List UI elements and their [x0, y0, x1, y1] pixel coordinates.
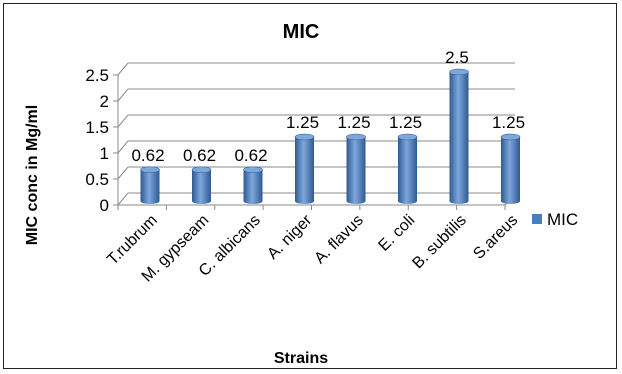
- bar-body: [192, 169, 211, 204]
- bar-body: [501, 137, 520, 204]
- data-label: 1.25: [492, 113, 525, 132]
- x-axis-title: Strains: [274, 350, 328, 367]
- bar-top: [346, 133, 366, 141]
- bar-top: [449, 68, 469, 76]
- bar-body: [346, 137, 366, 204]
- data-label: 0.62: [234, 146, 267, 165]
- category-label: E. coli: [375, 212, 418, 255]
- category-label: B. subtilis: [409, 212, 469, 272]
- bar-top: [500, 133, 521, 141]
- gridline-diag: [117, 114, 129, 128]
- bar: [140, 166, 160, 204]
- data-label: 1.25: [389, 113, 422, 132]
- bar: [397, 133, 418, 204]
- y-tick-label: 0.5: [85, 170, 109, 189]
- category-label: A. niger: [264, 211, 315, 262]
- y-tick-label: 2: [100, 92, 109, 111]
- bar-body: [449, 72, 469, 204]
- data-label: 1.25: [286, 113, 319, 132]
- bar-top: [140, 166, 160, 174]
- data-label: 2.5: [445, 48, 469, 67]
- bar: [500, 133, 521, 204]
- data-labels: 0.62 0.62 0.62 1.25 1.25 1.25 2.5 1.25: [131, 48, 525, 165]
- gridline-diag: [117, 166, 129, 180]
- bar-body: [243, 169, 263, 204]
- category-label: A. flavus: [311, 212, 366, 267]
- bar-top: [191, 166, 212, 174]
- data-label: 0.62: [131, 146, 164, 165]
- chart-title: MIC: [283, 21, 320, 43]
- bar-top: [294, 133, 315, 141]
- gridline-diag: [117, 192, 129, 206]
- y-tick-label: 1.5: [85, 118, 109, 137]
- bar-body: [140, 169, 160, 204]
- bar-body: [398, 137, 417, 204]
- y-tick-labels: 0 0.5 1 1.5 2 2.5: [85, 66, 109, 215]
- bar: [191, 166, 212, 204]
- y-tick-label: 1: [100, 144, 109, 163]
- bar: [294, 133, 315, 204]
- gridline-diag: [117, 88, 129, 102]
- legend-swatch: [532, 214, 542, 224]
- bar-top: [243, 166, 263, 174]
- bar: [243, 166, 263, 204]
- gridline-diag: [117, 62, 129, 76]
- bar: [346, 133, 366, 204]
- legend-label: MIC: [547, 210, 578, 229]
- bar: [449, 68, 469, 204]
- bar-top: [397, 133, 418, 141]
- legend: MIC: [532, 210, 578, 229]
- category-label: S.areus: [470, 212, 521, 263]
- y-tick-label: 0: [100, 196, 109, 215]
- gridline-diag: [117, 140, 129, 154]
- bars: [140, 68, 521, 204]
- bar-body: [295, 137, 314, 204]
- y-tick-label: 2.5: [85, 66, 109, 85]
- data-label: 0.62: [183, 146, 216, 165]
- data-label: 1.25: [337, 113, 370, 132]
- y-axis-title: MIC conc in Mg/ml: [24, 105, 41, 245]
